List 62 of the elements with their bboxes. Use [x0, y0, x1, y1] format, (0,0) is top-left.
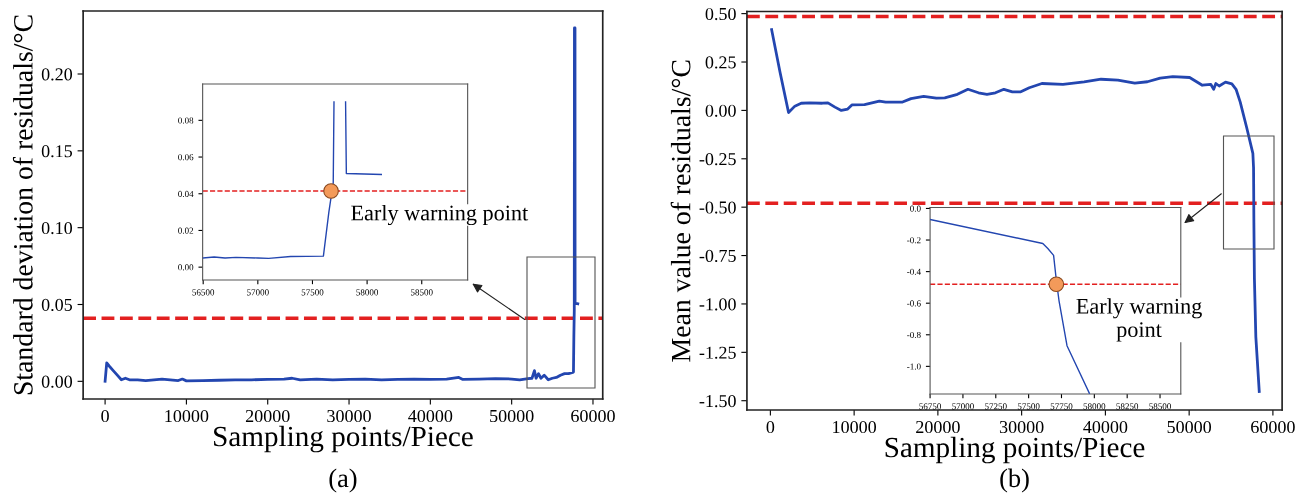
- x-tick-label: 57250: [985, 403, 1007, 410]
- y-tick-label: -0.75: [699, 249, 736, 263]
- y-tick-label: -0.8: [907, 331, 921, 339]
- x-tick-label: 58500: [1149, 403, 1171, 410]
- y-tick-label: 0.25: [705, 56, 736, 69]
- x-tick-label: 60000: [1251, 420, 1295, 434]
- x-tick-label: 57500: [301, 289, 324, 296]
- x-axis-title: Sampling points/Piece: [214, 425, 473, 453]
- y-axis-title: Mean value of residuals/°C: [670, 60, 691, 362]
- x-tick-label: 56750: [919, 403, 942, 410]
- x-tick-label: 50000: [490, 409, 534, 423]
- y-tick-label: -0.25: [699, 153, 736, 166]
- x-tick-label: 57000: [952, 403, 974, 410]
- line-series: [770, 28, 1261, 393]
- x-tick-label: 30000: [327, 409, 371, 423]
- y-tick-label: -1.25: [699, 346, 736, 359]
- y-tick-label: -1.00: [699, 298, 736, 311]
- x-tick-label: 40000: [408, 409, 453, 423]
- x-tick-label: 58000: [356, 289, 379, 296]
- annotation: Early warning point: [1076, 298, 1202, 342]
- x-tick-label: 58500: [410, 289, 433, 296]
- y-tick-label: 0.06: [178, 154, 194, 161]
- x-axis-title: Sampling points/Piece: [885, 436, 1145, 464]
- x-tick-label: 20000: [916, 420, 960, 434]
- y-tick-label: 0.50: [705, 7, 736, 21]
- y-tick-label: 0.10: [41, 221, 73, 235]
- line-series: [103, 26, 580, 383]
- y-tick-label: 0.05: [41, 298, 73, 312]
- y-tick-label: -0.2: [907, 237, 921, 244]
- y-tick-label: 0.08: [178, 117, 194, 124]
- x-tick-label: 40000: [1083, 420, 1128, 434]
- x-tick-label: 60000: [571, 409, 615, 423]
- x-tick-label: 56500: [192, 289, 215, 296]
- y-tick-label: 0.20: [41, 68, 73, 81]
- x-tick-label: 30000: [999, 420, 1044, 434]
- x-tick-label: 10000: [833, 420, 877, 434]
- x-tick-label: 58000: [1083, 403, 1106, 410]
- y-tick-label: -1.50: [699, 394, 736, 408]
- x-tick-label: 20000: [245, 409, 290, 423]
- y-tick-label: -0.6: [907, 300, 921, 307]
- y-tick-label: 0.00: [41, 375, 73, 388]
- annotation: Early warning point: [351, 204, 529, 226]
- x-tick-label: 58250: [1116, 403, 1139, 410]
- text: (b): [1000, 468, 1029, 493]
- x-tick-label: 10000: [165, 409, 209, 423]
- y-tick-label: -0.4: [907, 268, 921, 275]
- x-tick-label: 0: [101, 409, 109, 423]
- x-tick-label: 57500: [1017, 403, 1040, 410]
- text: (a): [329, 468, 357, 493]
- x-tick-label: 0: [766, 420, 775, 434]
- x-tick-label: 57750: [1050, 403, 1073, 410]
- y-tick-label: 0.00: [178, 264, 194, 271]
- y-axis-title: Standard deviation of residuals/°C: [12, 15, 33, 395]
- x-tick-label: 57000: [247, 289, 269, 296]
- y-tick-label: 0.00: [705, 104, 736, 117]
- y-tick-label: -0.50: [699, 201, 736, 214]
- y-tick-label: 0.02: [178, 227, 194, 234]
- y-tick-label: 0.15: [41, 145, 73, 158]
- y-tick-label: 0.04: [178, 190, 194, 198]
- y-tick-label: -1.0: [907, 363, 921, 370]
- y-tick-label: 0.0: [910, 205, 921, 212]
- x-tick-label: 50000: [1167, 420, 1212, 434]
